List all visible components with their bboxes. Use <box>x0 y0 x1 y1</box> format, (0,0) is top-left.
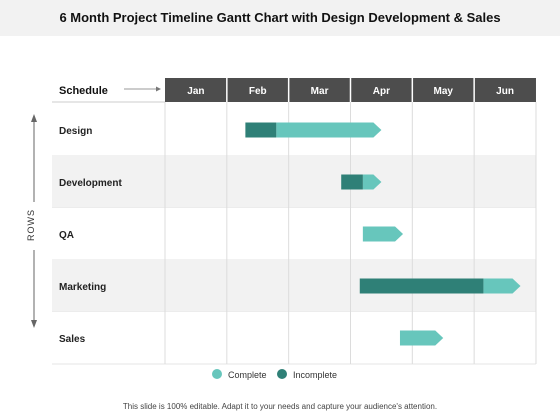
legend-label: Complete <box>228 370 267 380</box>
row-label: QA <box>59 230 74 241</box>
row-label: Design <box>59 126 92 137</box>
row-label: Sales <box>59 334 86 345</box>
legend-marker <box>212 369 222 379</box>
bar-incomplete <box>341 174 363 190</box>
axis-label: ROWS <box>26 209 36 241</box>
bar-complete <box>483 278 521 294</box>
bar-incomplete <box>245 122 277 138</box>
schedule-arrow-head <box>156 86 161 92</box>
title-bar <box>0 0 560 36</box>
axis-arrow-up <box>31 114 37 122</box>
month-label: Mar <box>311 86 329 97</box>
bar-complete <box>276 122 382 138</box>
month-label: Apr <box>373 86 390 97</box>
row-label: Marketing <box>59 282 106 293</box>
page-title: 6 Month Project Timeline Gantt Chart wit… <box>59 10 501 25</box>
row-background <box>52 208 536 260</box>
bar-incomplete <box>359 278 484 294</box>
legend-marker <box>277 369 287 379</box>
axis-arrow-down <box>31 320 37 328</box>
legend-label: Incomplete <box>293 370 337 380</box>
row-label: Development <box>59 178 122 189</box>
schedule-label: Schedule <box>59 85 108 97</box>
month-label: Feb <box>249 86 267 97</box>
month-label: Jan <box>187 86 204 97</box>
bar-complete <box>362 226 404 242</box>
bar-complete <box>399 330 444 346</box>
month-label: Jun <box>496 86 514 97</box>
bar-complete <box>362 174 382 190</box>
month-label: May <box>434 86 454 97</box>
row-background <box>52 312 536 364</box>
footer-note: This slide is 100% editable. Adapt it to… <box>122 402 438 411</box>
gantt-chart: Schedule Jan Feb Mar Apr May Jun ROWS Design Dev… <box>26 78 537 380</box>
row-background <box>52 156 536 208</box>
